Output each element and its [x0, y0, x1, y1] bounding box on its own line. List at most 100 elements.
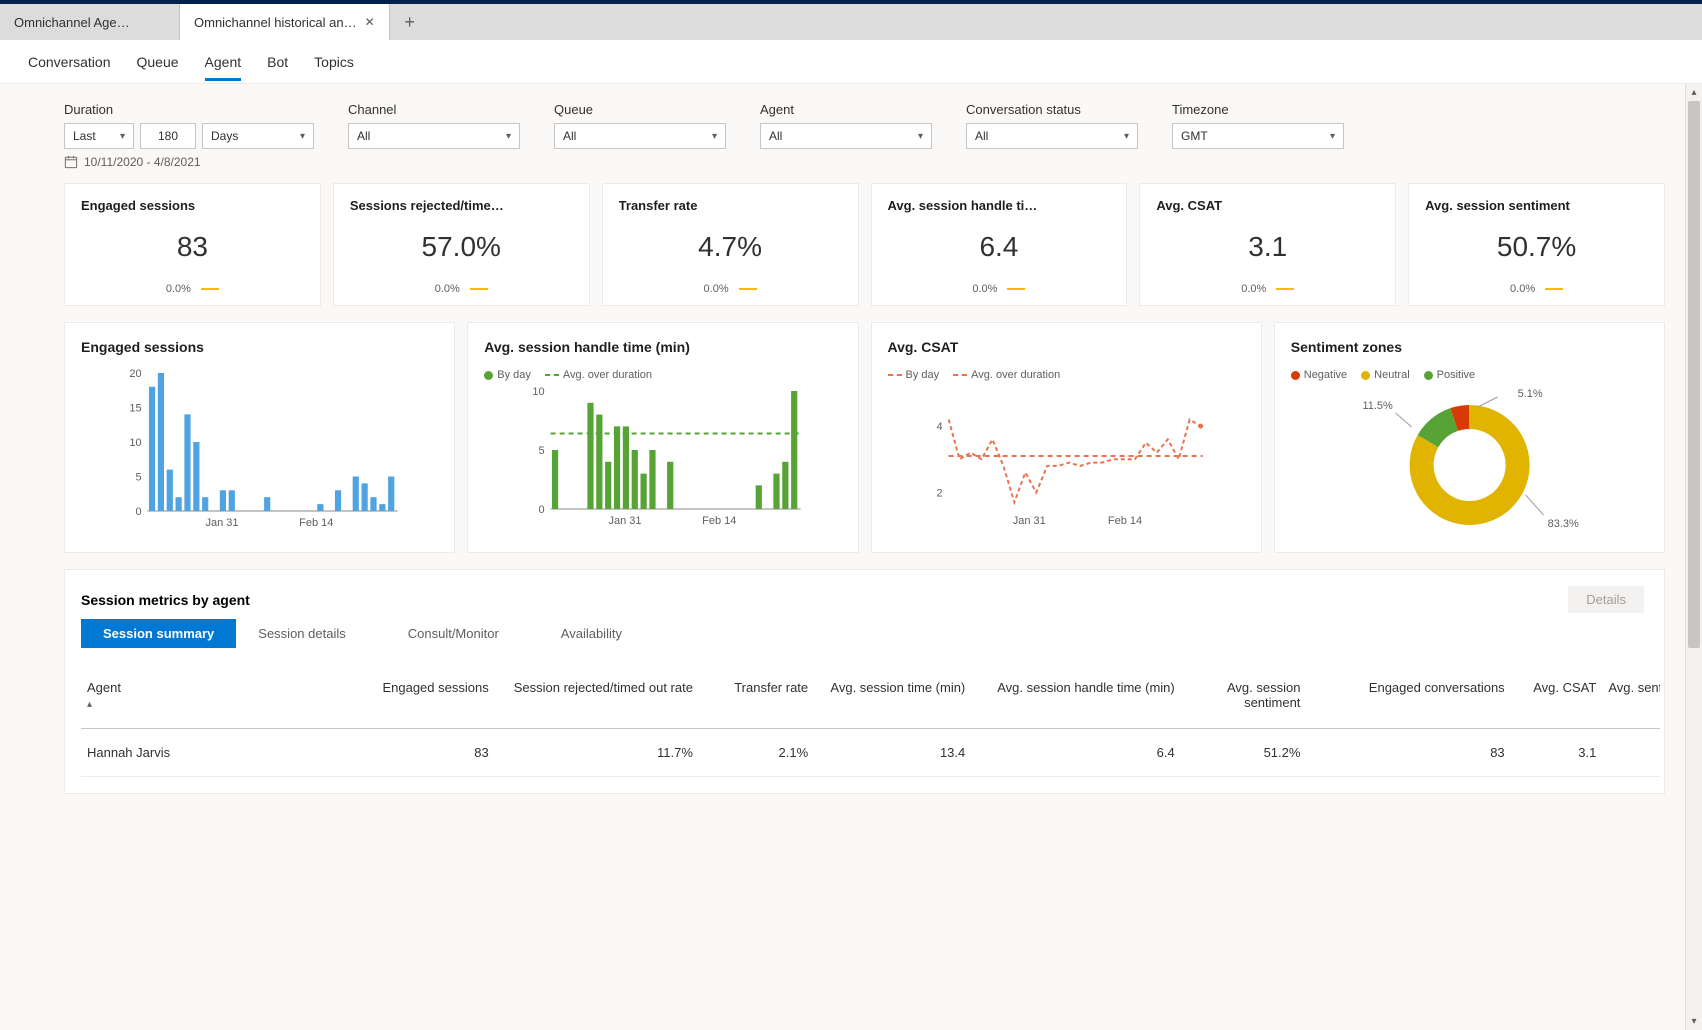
channel-select[interactable]: All▾ — [348, 123, 520, 149]
kpi-value: 4.7% — [619, 231, 842, 263]
svg-text:0: 0 — [136, 506, 142, 518]
svg-text:83.3%: 83.3% — [1547, 518, 1578, 530]
sparkline — [1007, 288, 1025, 290]
col-sentiment[interactable]: Avg. session sentiment — [1181, 672, 1307, 729]
queue-select[interactable]: All▾ — [554, 123, 726, 149]
kpi-value: 50.7% — [1425, 231, 1648, 263]
timezone-select[interactable]: GMT▾ — [1172, 123, 1344, 149]
kpi-card: Avg. session sentiment 50.7% 0.0% — [1408, 183, 1665, 306]
table-tab-details[interactable]: Session details — [236, 619, 367, 648]
add-tab-button[interactable]: + — [390, 4, 430, 40]
kpi-delta: 0.0% — [1156, 283, 1379, 295]
line-chart: 24Jan 31Feb 14 — [888, 387, 1245, 527]
chevron-down-icon: ▾ — [506, 131, 511, 142]
chart-engaged-sessions: Engaged sessions 05101520Jan 31Feb 14 — [64, 322, 455, 553]
tab-conversation[interactable]: Conversation — [28, 44, 111, 80]
chart-title: Avg. CSAT — [888, 339, 1245, 355]
col-engaged[interactable]: Engaged sessions — [343, 672, 495, 729]
col-transfer[interactable]: Transfer rate — [699, 672, 814, 729]
kpi-value: 3.1 — [1156, 231, 1379, 263]
chart-legend: By day Avg. over duration — [888, 369, 1245, 381]
chart-legend: Negative Neutral Positive — [1291, 369, 1648, 381]
kpi-delta: 0.0% — [1425, 283, 1648, 295]
chart-title: Sentiment zones — [1291, 339, 1648, 355]
kpi-delta: 0.0% — [81, 283, 304, 295]
col-agent[interactable]: Agent▴ — [81, 672, 343, 729]
agent-select[interactable]: All▾ — [760, 123, 932, 149]
sort-asc-icon: ▴ — [87, 699, 337, 710]
col-csat[interactable]: Avg. CSAT — [1511, 672, 1603, 729]
duration-unit-select[interactable]: Days▾ — [202, 123, 314, 149]
vertical-scrollbar[interactable]: ▴ ▾ — [1685, 84, 1702, 1030]
duration-last-select[interactable]: Last▾ — [64, 123, 134, 149]
scroll-up-icon[interactable]: ▴ — [1691, 84, 1696, 101]
col-htime[interactable]: Avg. session handle time (min) — [971, 672, 1180, 729]
kpi-value: 57.0% — [350, 231, 573, 263]
table-title: Session metrics by agent — [81, 592, 250, 608]
kpi-card: Transfer rate4.7%0.0% — [602, 183, 859, 306]
table-row[interactable]: Hannah Jarvis 83 11.7% 2.1% 13.4 6.4 51.… — [81, 729, 1660, 777]
svg-text:2: 2 — [936, 487, 942, 499]
svg-text:Jan 31: Jan 31 — [1012, 515, 1045, 527]
filter-label-agent: Agent — [760, 102, 932, 117]
svg-text:10: 10 — [129, 437, 141, 449]
details-button[interactable]: Details — [1568, 586, 1644, 613]
svg-text:Feb 14: Feb 14 — [702, 515, 736, 527]
dashboard-content: Duration Last▾ 180 Days▾ Channel All▾ Qu… — [0, 84, 1685, 1030]
col-conv[interactable]: Engaged conversations — [1306, 672, 1510, 729]
col-stime[interactable]: Avg. session time (min) — [814, 672, 971, 729]
chevron-down-icon: ▾ — [120, 131, 125, 142]
kpi-title: Transfer rate — [619, 198, 842, 213]
cell-htime: 6.4 — [971, 729, 1180, 777]
filter-label-duration: Duration — [64, 102, 314, 117]
tab-topics[interactable]: Topics — [314, 44, 354, 80]
top-tab-bar: Omnichannel Age… Omnichannel historical … — [0, 0, 1702, 40]
section-tabs: Conversation Queue Agent Bot Topics — [0, 40, 1702, 84]
tab-bot[interactable]: Bot — [267, 44, 288, 80]
kpi-card: Avg. session handle ti…6.40.0% — [871, 183, 1128, 306]
metrics-table: Agent▴ Engaged sessions Session rejected… — [81, 672, 1660, 777]
tab-label: Omnichannel historical an… — [194, 15, 357, 30]
sparkline — [1545, 288, 1563, 290]
cell-rejected: 11.7% — [495, 729, 699, 777]
table-tabs: Session summary Session details Consult/… — [81, 619, 1660, 648]
filter-label-timezone: Timezone — [1172, 102, 1344, 117]
table-tab-availability[interactable]: Availability — [539, 619, 644, 648]
sparkline — [470, 288, 488, 290]
kpi-card: Avg. CSAT 3.1 0.0% — [1139, 183, 1396, 306]
kpi-value: 83 — [81, 231, 304, 263]
kpi-title: Avg. session sentiment — [1425, 198, 1648, 213]
chart-csat: Avg. CSAT By day Avg. over duration 24Ja… — [871, 322, 1262, 553]
table-tab-consult[interactable]: Consult/Monitor — [386, 619, 521, 648]
filter-label-channel: Channel — [348, 102, 520, 117]
tab-agent[interactable]: Agent — [205, 44, 242, 80]
cell-csat: 3.1 — [1511, 729, 1603, 777]
tab-queue[interactable]: Queue — [137, 44, 179, 80]
scroll-down-icon[interactable]: ▾ — [1691, 1013, 1696, 1030]
chart-row: Engaged sessions 05101520Jan 31Feb 14 Av… — [64, 322, 1665, 553]
tab-omnichannel-historical[interactable]: Omnichannel historical an… ✕ — [180, 4, 390, 40]
col-avg-sentim[interactable]: Avg. sentim — [1602, 672, 1660, 729]
tab-omnichannel-agent[interactable]: Omnichannel Age… — [0, 4, 180, 40]
duration-value-input[interactable]: 180 — [140, 123, 196, 149]
kpi-delta: 0.0% — [350, 283, 573, 295]
col-rejected[interactable]: Session rejected/timed out rate — [495, 672, 699, 729]
chart-handle-time: Avg. session handle time (min) By day Av… — [467, 322, 858, 553]
calendar-icon — [64, 155, 78, 169]
kpi-title: Avg. session handle ti… — [888, 198, 1111, 213]
kpi-title: Avg. CSAT — [1156, 198, 1379, 213]
status-select[interactable]: All▾ — [966, 123, 1138, 149]
kpi-value: 6.4 — [888, 231, 1111, 263]
svg-text:0: 0 — [539, 504, 545, 516]
scroll-thumb[interactable] — [1688, 101, 1700, 648]
donut-chart: 11.5%5.1%83.3% — [1291, 387, 1648, 537]
svg-text:Feb 14: Feb 14 — [1107, 515, 1141, 527]
svg-text:5.1%: 5.1% — [1517, 388, 1542, 400]
chart-title: Avg. session handle time (min) — [484, 339, 841, 355]
scroll-track[interactable] — [1686, 101, 1702, 1013]
close-icon[interactable]: ✕ — [365, 15, 375, 29]
svg-text:5: 5 — [539, 445, 545, 457]
kpi-title: Sessions rejected/time… — [350, 198, 573, 213]
table-tab-summary[interactable]: Session summary — [81, 619, 236, 648]
chart-title: Engaged sessions — [81, 339, 438, 355]
